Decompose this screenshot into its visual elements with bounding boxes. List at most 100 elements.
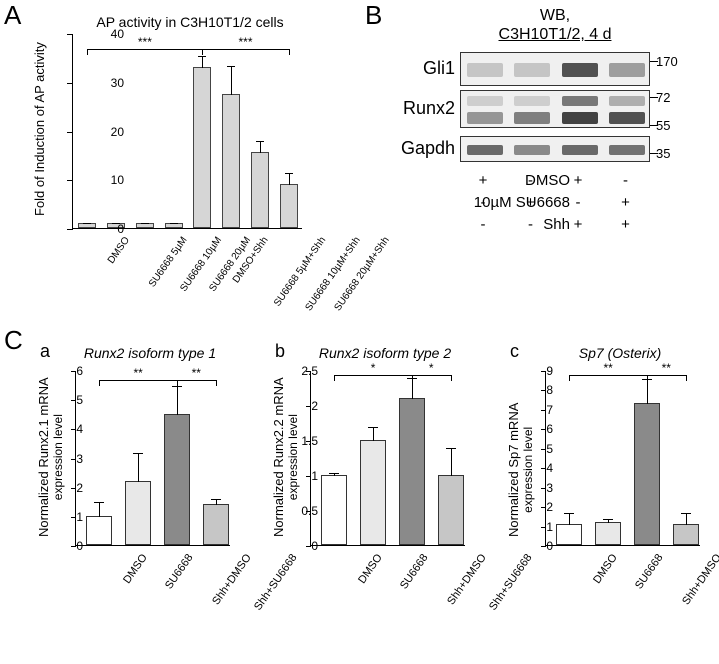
panelC-bar <box>164 414 190 545</box>
panelC-yticklabel: 1 <box>546 520 553 534</box>
panelC-yticklabel: 2.5 <box>301 364 318 378</box>
panelC-bar <box>673 524 699 545</box>
mw-label: 170 <box>656 54 678 69</box>
condition-value: - <box>605 172 647 189</box>
panelC-sub-title: Runx2 isoform type 1 <box>60 345 240 361</box>
panelB-blot: WB, C3H10T1/2, 4 d Gli1 170 Runx2 72 55 Gapdh… <box>380 2 710 292</box>
blot-band <box>467 63 503 77</box>
blot-row <box>460 52 650 86</box>
panelA-sig-label: *** <box>138 35 152 49</box>
panelC-container: aRunx2 isoform type 1****0123456Normaliz… <box>8 335 713 655</box>
panelC-sub-letter: a <box>40 341 50 362</box>
panelC-ylabel: Normalized Runx2.1 mRNAexpression level <box>36 377 65 537</box>
panelC-bar <box>634 403 660 545</box>
blot-band <box>562 112 598 124</box>
blot-band <box>514 96 550 107</box>
panelC-bar <box>556 524 582 545</box>
panelC-yticklabel: 6 <box>546 422 553 436</box>
blot-band <box>467 145 503 155</box>
panelA-yticklabel: 20 <box>111 125 124 139</box>
panelC-yticklabel: 2 <box>76 481 83 495</box>
panelC-yticklabel: 3 <box>76 452 83 466</box>
condition-value: + <box>557 216 599 233</box>
panelA-chart: AP activity in C3H10T1/2 cells Fold of I… <box>10 6 360 346</box>
panelB-title-l2: C3H10T1/2, 4 d <box>460 25 650 44</box>
panelC-xticklabel: DMSO <box>356 552 385 586</box>
panelA-yticklabel: 30 <box>111 76 124 90</box>
panelC-yticklabel: 4 <box>76 422 83 436</box>
panelC-bar <box>360 440 386 545</box>
panelA-sig-label: *** <box>238 35 252 49</box>
condition-value: + <box>510 194 552 211</box>
panelC-sub-title: Sp7 (Osterix) <box>530 345 710 361</box>
condition-value: + <box>605 216 647 233</box>
panelB-title-l1: WB, <box>460 6 650 25</box>
panelC-yticklabel: 3 <box>546 481 553 495</box>
panelC-ylabel: Normalized Sp7 mRNAexpression level <box>506 403 535 537</box>
panelC-xticklabel: SU6668 <box>633 552 666 591</box>
panelA-bar <box>280 184 298 228</box>
panelC-xticklabel: DMSO <box>591 552 620 586</box>
panelC-bar <box>86 516 112 545</box>
panelC-sig-label: * <box>429 361 434 375</box>
condition-value: + <box>462 172 504 189</box>
panelC-xticklabel: DMSO <box>121 552 150 586</box>
panelC-xticklabel: Shh+DMSO <box>445 552 489 607</box>
panelA-bar <box>251 152 269 228</box>
blot-row-label: Gli1 <box>423 58 455 79</box>
condition-value: + <box>557 172 599 189</box>
panelC-sub-title: Runx2 isoform type 2 <box>295 345 475 361</box>
blot-band <box>467 96 503 107</box>
mw-label: 55 <box>656 118 670 133</box>
mw-label: 35 <box>656 146 670 161</box>
blot-band <box>562 145 598 155</box>
panelC-sig-label: ** <box>603 361 612 375</box>
panelC-bar <box>399 398 425 545</box>
panelC-bar <box>595 522 621 545</box>
panelC-yticklabel: 5 <box>76 393 83 407</box>
panelC-sig-label: ** <box>133 366 142 380</box>
condition-value: - <box>462 194 504 211</box>
panelC-sub-letter: c <box>510 341 519 362</box>
blot-row <box>460 136 650 162</box>
panelC-yticklabel: 0.5 <box>301 504 318 518</box>
panelC-sig-label: ** <box>662 361 671 375</box>
condition-value: - <box>557 194 599 211</box>
panelC-bar <box>203 504 229 545</box>
panelC-xticklabel: SU6668 <box>163 552 196 591</box>
panelA-plot: *** *** <box>72 34 302 229</box>
panelA-yticklabel: 0 <box>117 222 124 236</box>
condition-value: + <box>605 194 647 211</box>
panelA-bar <box>193 67 211 228</box>
panelC-xticklabel: Shh+DMSO <box>680 552 719 607</box>
panelA-yticklabel: 40 <box>111 27 124 41</box>
panelA-xticklabel: DMSO <box>106 235 132 266</box>
blot-band <box>609 112 645 124</box>
panelC-yticklabel: 4 <box>546 461 553 475</box>
condition-value: - <box>462 216 504 233</box>
blot-band <box>562 63 598 77</box>
condition-value: - <box>510 216 552 233</box>
panelC-bar <box>125 481 151 545</box>
blot-row-label: Gapdh <box>401 138 455 159</box>
panelC-xticklabel: SU6668 <box>398 552 431 591</box>
blot-row-label: Runx2 <box>403 98 455 119</box>
panelC-sig-label: * <box>371 361 376 375</box>
panelC-yticklabel: 2 <box>311 399 318 413</box>
blot-band <box>609 96 645 107</box>
blot-band <box>467 112 503 124</box>
panelC-sub-letter: b <box>275 341 285 362</box>
blot-band <box>514 112 550 124</box>
blot-band <box>514 63 550 77</box>
panelA-ylabel: Fold of Induction of AP activity <box>32 42 47 216</box>
panelC-yticklabel: 6 <box>76 364 83 378</box>
panelC-yticklabel: 7 <box>546 403 553 417</box>
panelC-yticklabel: 5 <box>546 442 553 456</box>
panelC-yticklabel: 2 <box>546 500 553 514</box>
mw-label: 72 <box>656 90 670 105</box>
panelC-yticklabel: 1.5 <box>301 434 318 448</box>
blot-band <box>609 145 645 155</box>
panelC-yticklabel: 0 <box>546 539 553 553</box>
panelC-xticklabel: Shh+DMSO <box>210 552 254 607</box>
panelC-yticklabel: 1 <box>311 469 318 483</box>
